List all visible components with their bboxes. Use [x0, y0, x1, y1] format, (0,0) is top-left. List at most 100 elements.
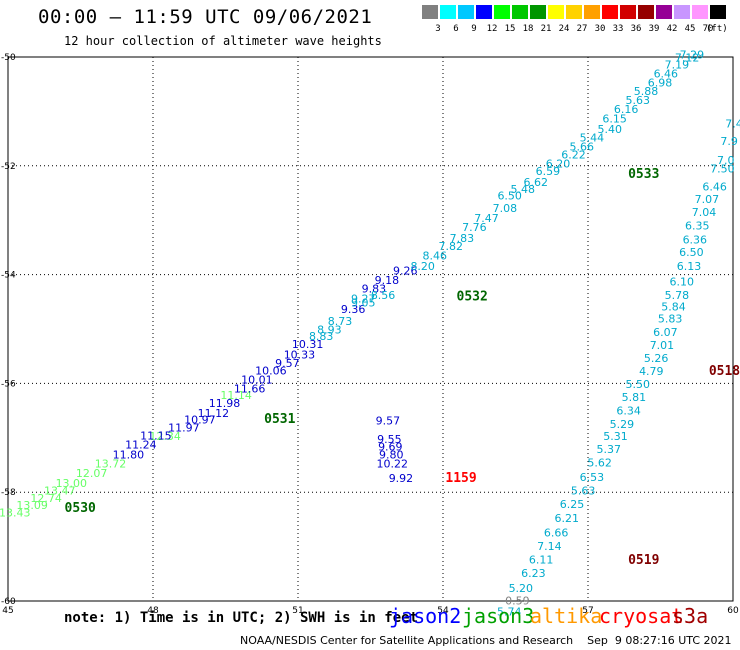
data-point-jason3: 12.07 [76, 467, 108, 480]
data-point-jason2-cyan: 7.01 [650, 339, 675, 352]
x-tick-label: 57 [582, 606, 593, 616]
data-point-jason2-cyan: 6.15 [602, 112, 627, 125]
data-point-jason2-cyan: 6.20 [546, 157, 571, 170]
time-label: 1159 [445, 471, 476, 486]
time-label: 0530 [65, 501, 96, 516]
data-point-jason2: 11.66 [234, 383, 266, 396]
y-tick-label: -58 [1, 488, 16, 498]
data-point-jason2-cyan: 6.98 [648, 76, 673, 89]
data-point-jason2-cyan: 5.84 [661, 301, 686, 314]
data-point-jason2-cyan: 7.07 [695, 193, 720, 206]
legend-swatch [476, 5, 492, 19]
data-point-jason2: 9.36 [341, 303, 366, 316]
legend-swatch [602, 5, 618, 19]
legend-swatch [512, 5, 528, 19]
data-point-jason2: 9.18 [375, 274, 400, 287]
data-point-jason2-cyan: 5.63 [571, 484, 596, 497]
data-point-jason2-cyan: 5.81 [622, 391, 647, 404]
legend-label: 21 [540, 24, 552, 34]
x-tick-label: 45 [2, 606, 13, 616]
data-point-jason3: 11.14 [220, 389, 252, 402]
data-point-jason2: 11.80 [113, 448, 145, 461]
data-point-jason2-cyan: 7.0 [717, 154, 735, 167]
plot-frame [7, 56, 734, 602]
legend-swatch [566, 5, 582, 19]
data-point-jason3: 13.47 [44, 484, 76, 497]
legend-swatch [530, 5, 546, 19]
x-tick-label: 60 [727, 606, 739, 616]
data-point-jason2-cyan: 5.62 [587, 457, 612, 470]
data-point-jason2-cyan: 7.19 [665, 58, 690, 71]
data-point-jason2-cyan: 6.35 [685, 219, 710, 232]
legend-swatch [674, 5, 690, 19]
data-point-jason2: 10.01 [241, 373, 273, 386]
data-point-jason2: 9.55 [377, 433, 402, 446]
data-point-jason2-cyan: 5.29 [610, 418, 635, 431]
data-point-jason2-cyan: 8.93 [317, 323, 342, 336]
data-point-jason2-cyan: 7.4 [725, 118, 740, 131]
data-point-jason2-cyan: 8.73 [328, 315, 353, 328]
time-label: 0519 [628, 553, 659, 568]
legend-swatch [692, 5, 708, 19]
legend-label: 36 [630, 24, 642, 34]
x-tick-label: 48 [147, 606, 159, 616]
data-point-jason3: 12.34 [149, 430, 181, 443]
data-point-jason2-cyan: 5.26 [644, 352, 669, 365]
data-point-jason2-cyan: 6.13 [677, 260, 702, 273]
legend-label: 27 [576, 24, 588, 34]
legend-label: 33 [612, 24, 624, 34]
data-point-jason2-cyan: 6.53 [580, 471, 605, 484]
data-point-jason2-cyan: 7.12 [675, 51, 700, 64]
time-label: 0518 [709, 364, 740, 379]
data-point-jason2-cyan: 5.40 [598, 123, 623, 136]
x-tick-label: 51 [292, 606, 303, 616]
credit-line: NOAA/NESDIS Center for Satellite Applica… [240, 634, 732, 647]
y-tick-label: -50 [1, 53, 16, 63]
data-point-jason3: 13.09 [16, 499, 48, 512]
data-point-jason2: 10.06 [255, 365, 287, 378]
data-point-jason2: 10.97 [184, 414, 216, 427]
data-point-jason2-cyan: 5.50 [626, 378, 651, 391]
data-point-jason2-cyan: 8.56 [371, 289, 396, 302]
legend-label: 24 [558, 24, 570, 34]
legend-label: 12 [486, 24, 498, 34]
y-tick-label: -60 [1, 597, 16, 607]
y-tick-label: -56 [1, 379, 16, 389]
data-point-jason2-cyan: 4.79 [639, 365, 664, 378]
legend-label: 6 [453, 24, 459, 34]
time-label: 0533 [628, 167, 659, 182]
data-point-jason2: 9.57 [275, 357, 300, 370]
data-point-jason2-cyan: 6.50 [679, 246, 704, 259]
legend-swatch [620, 5, 636, 19]
legend-label: 70 [702, 24, 714, 34]
legend-swatch [584, 5, 600, 19]
data-point-jason2-cyan: 6.10 [670, 275, 695, 288]
satellite-s3a: s3a [672, 604, 709, 628]
data-point-jason2: 9.80 [379, 448, 404, 461]
data-point-jason2-cyan: 7.04 [692, 206, 717, 219]
data-point-jason3: 12.74 [30, 492, 62, 505]
legend-label: 39 [648, 24, 660, 34]
data-point-jason2: 10.33 [284, 348, 316, 361]
page-title: 00:00 – 11:59 UTC 09/06/2021 [38, 6, 373, 28]
satellite-altika: altika [530, 604, 603, 628]
data-point-jason2-cyan: 7.82 [438, 240, 463, 253]
legend-label: 3 [435, 24, 441, 34]
data-point-jason2-cyan: 5.83 [658, 312, 683, 325]
legend-label: 45 [684, 24, 696, 34]
legend-label: 15 [504, 24, 516, 34]
data-point-jason2-cyan: 7.29 [680, 49, 705, 62]
data-point-jason2: 10.31 [292, 338, 324, 351]
legend-label: 42 [666, 24, 678, 34]
data-point-jason2-cyan: 8.83 [309, 330, 334, 343]
data-point-jason2-cyan: 5.48 [511, 183, 536, 196]
x-tick-label: 54 [437, 606, 449, 616]
data-point-jason2-cyan: 7.83 [450, 232, 475, 245]
time-label: 0531 [264, 412, 295, 427]
data-point-jason2-cyan: 9.27 [351, 292, 376, 305]
y-tick-label: -52 [1, 162, 16, 172]
legend-swatch [656, 5, 672, 19]
satellite-jason3: jason3 [462, 604, 535, 628]
page-subtitle: 12 hour collection of altimeter wave hei… [64, 34, 382, 48]
